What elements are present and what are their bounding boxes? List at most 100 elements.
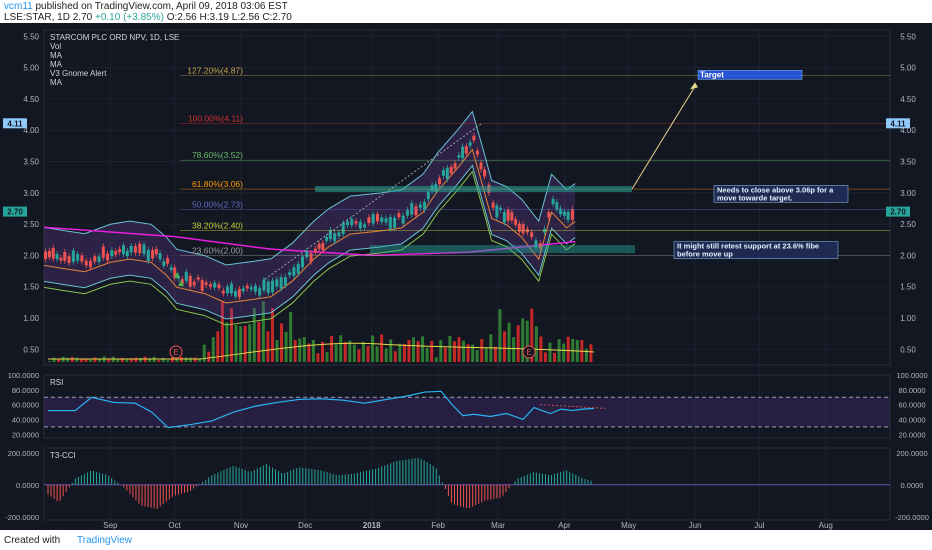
candle-body [249,287,253,290]
cci-tick-right: 200.0000 [896,449,927,458]
price-tick-left: 2.00 [23,251,39,260]
candle-body [521,224,525,234]
cci-tick-left: 200.0000 [8,449,39,458]
volume-bar [148,358,152,362]
volume-bar [503,331,506,362]
volume-bar [266,331,270,362]
volume-bar [302,337,306,362]
note-box-2 [673,241,839,259]
volume-bar [257,321,261,362]
rsi-tick-left: 80.0000 [12,386,39,395]
candle-body [76,254,80,261]
volume-bar [584,348,588,362]
price-tick-right: 2.00 [900,251,916,260]
volume-bar [107,358,111,362]
rsi-tick-left: 60.0000 [12,401,39,410]
candle-body [283,277,287,286]
price-tick-left: 5.00 [23,64,39,73]
rsi-tick-right: 20.0000 [898,430,925,439]
candle-body [169,267,173,270]
volume-bar [66,357,70,362]
candle-body [566,211,570,220]
price-tick-left: 4.00 [23,126,39,135]
candle-body [129,245,133,253]
candle-body [461,146,465,159]
volume-bar [525,320,529,362]
volume-bar [230,308,233,362]
price-tick-left: 3.50 [23,157,39,166]
volume-bar [334,344,338,362]
candle-body [305,251,309,258]
candle-body [559,208,563,215]
price-tag-label: 4.11 [890,119,906,128]
target-box [697,70,803,80]
price-tag-left-label: 2.70 [7,208,23,217]
rsi-band-fill [44,397,890,427]
volume-bar [516,325,520,362]
candle-body [405,210,409,216]
note-line: Needs to close above 3.06p for a [717,185,834,194]
ma-orange-line [43,148,576,304]
volume-bar [462,340,466,362]
tradingview-logo[interactable]: TradingView [77,535,133,546]
volume-bar [170,357,174,362]
candle-body [418,204,422,208]
bollinger-fill [44,111,576,319]
candle-body [354,221,358,224]
volume-bar [589,344,593,362]
candle-body [426,191,430,200]
candle-body [547,212,551,218]
price-tick-left: 5.50 [23,32,39,41]
volume-bar [116,358,120,362]
candle-body [301,256,305,268]
volume-bar [307,343,311,362]
event-label: E [526,348,531,357]
candle-body [333,233,337,242]
price-tag-label: 2.70 [890,208,906,217]
header-line-1: vcm11 published on TradingView.com, Apri… [4,1,288,12]
close-value: C:2.70 [262,12,292,23]
price-tick-right: 5.00 [900,64,916,73]
volume-bar [416,340,420,362]
created-with-label: Created with [4,535,61,546]
legend-entry: V3 Gnome Alert [50,69,107,78]
candle-body [499,207,503,210]
cci-title: T3-CCI [50,451,76,460]
volume-bar [430,340,434,362]
chart-area[interactable]: Sep Oct Nov Dec 2018 Feb Mar Apr May Jun Jul Aug 5.5… [0,23,932,530]
price-tick-right: 3.00 [900,189,916,198]
volume-bar [534,326,538,362]
candle-body [401,215,405,224]
candle-body [258,288,262,296]
price-tick-right: 4.00 [900,126,916,135]
volume-bar [330,336,334,362]
candle-body [204,282,208,285]
rsi-tick-right: 40.0000 [898,415,925,424]
volume-bar [402,343,406,362]
resistance-zone [315,186,632,193]
rsi-line [48,390,595,429]
volume-bar [316,353,320,362]
volume-bar [248,323,252,362]
volume-bar [384,348,388,362]
candle-body [106,253,110,261]
volume-bar [366,345,370,362]
rsi-title: RSI [50,378,63,387]
volume-bar [129,358,133,362]
author-name[interactable]: vcm11 [4,1,33,12]
fib-level-label: 100.00%(4.11) [188,113,243,123]
volume-bar [443,347,447,362]
volume-bar [375,346,379,362]
candle-body [133,246,137,253]
price-tick-left: 4.50 [23,95,39,104]
volume-bar [398,343,402,362]
price-tick-left: 1.50 [23,283,39,292]
volume-bar [421,336,425,362]
volume-bar [434,357,438,362]
candle-body [414,206,418,216]
volume-bar [498,309,502,362]
volume-bar [88,359,92,362]
volume-bar [352,344,356,362]
volume-bar [407,339,411,362]
rsi-panel [43,374,891,439]
